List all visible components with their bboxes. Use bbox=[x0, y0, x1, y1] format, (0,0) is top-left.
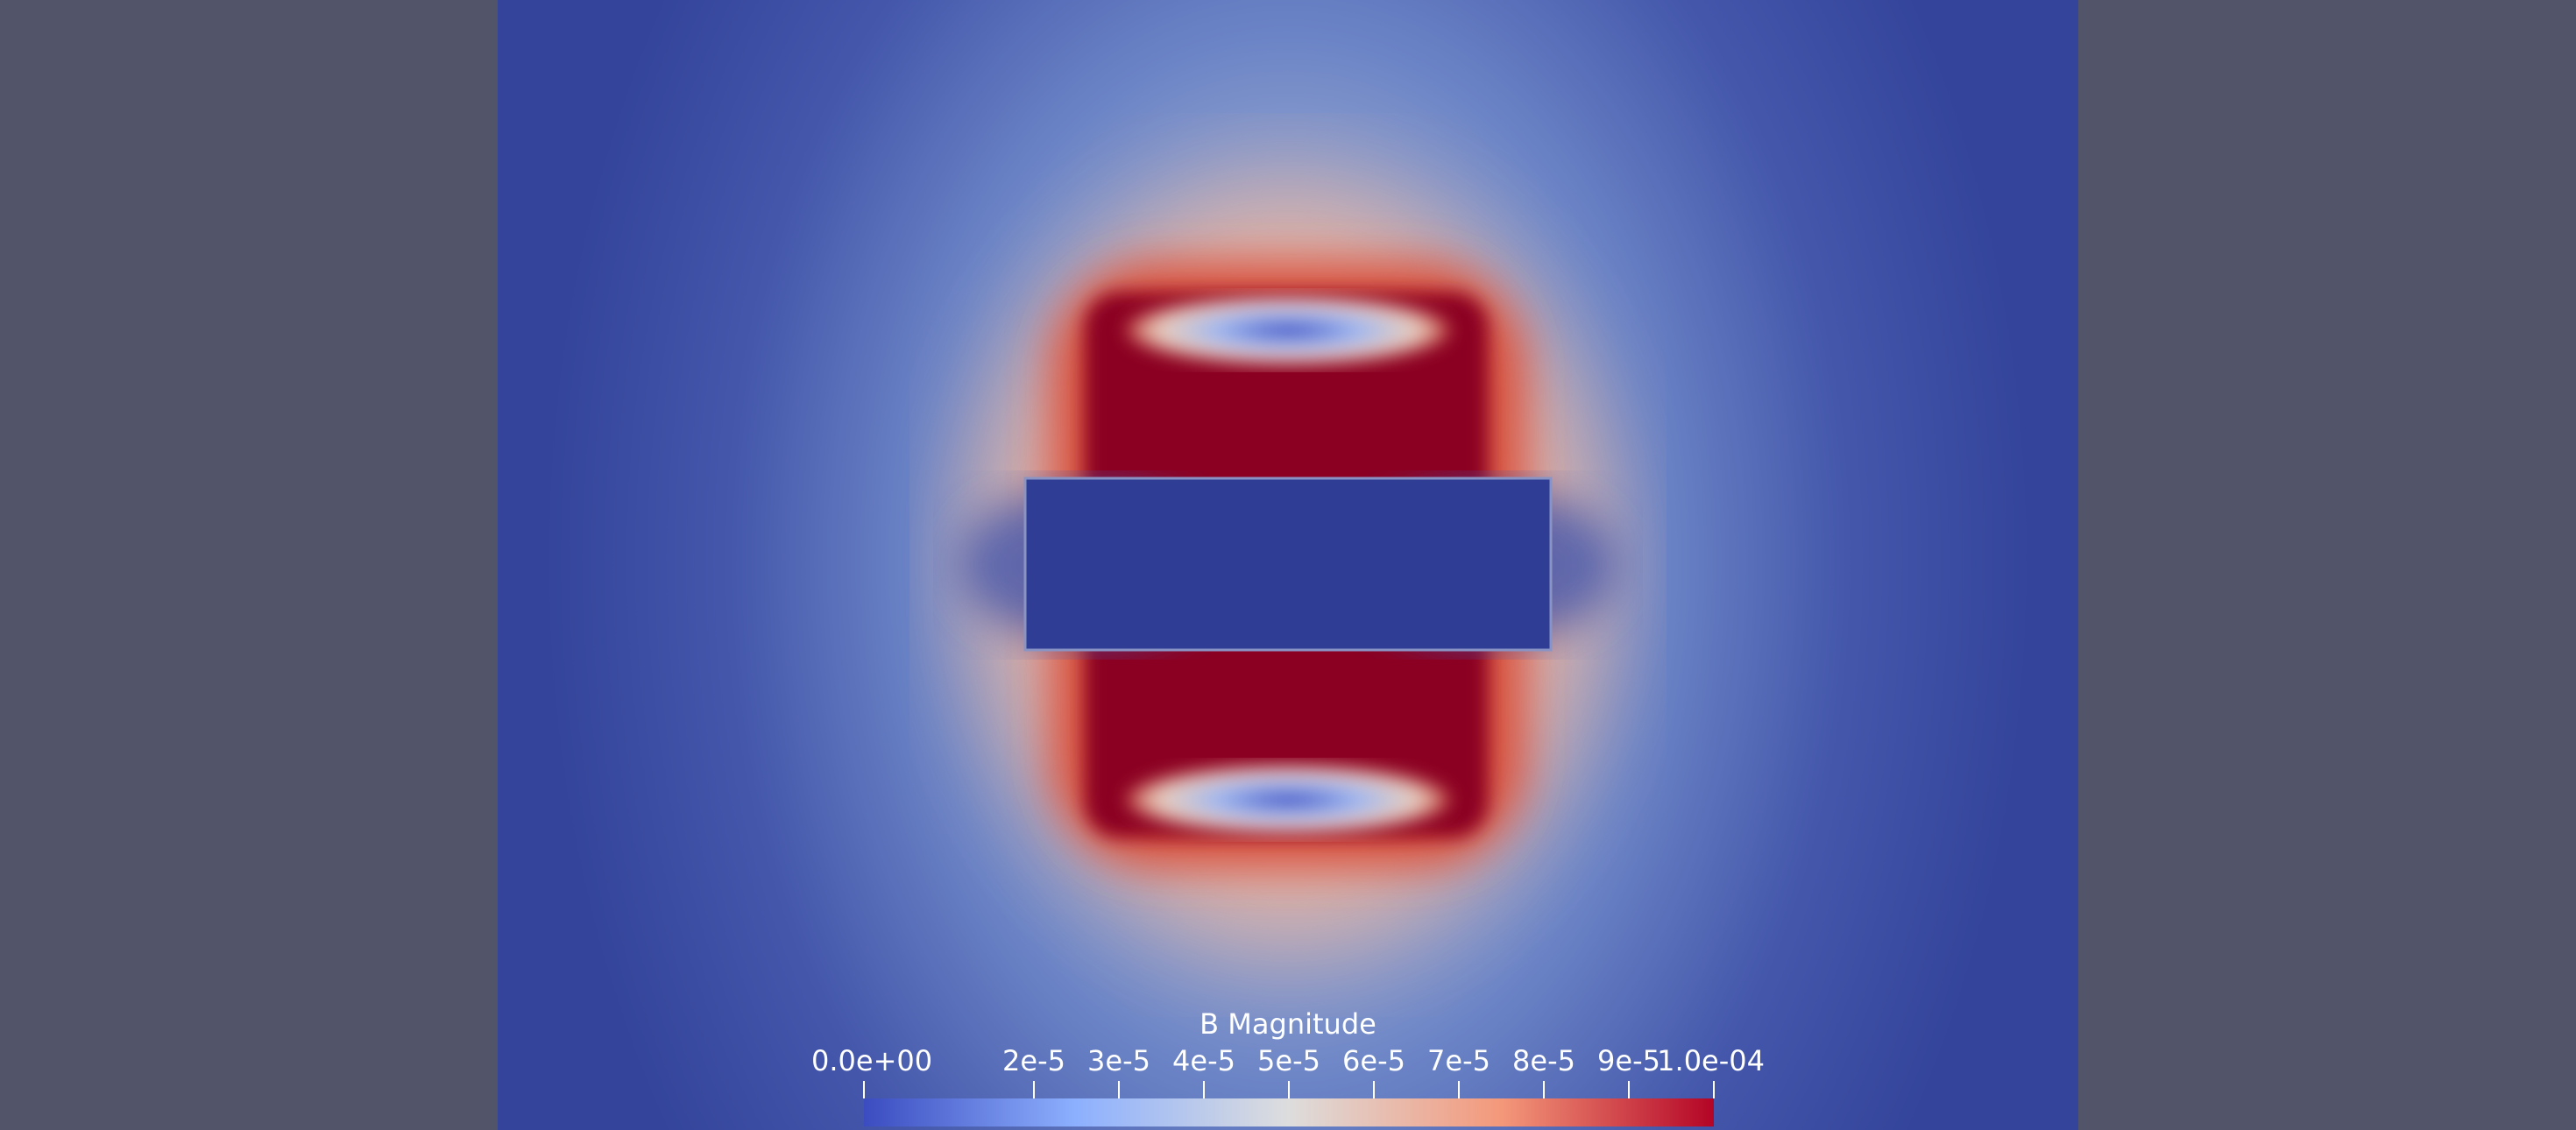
tick-label: 5e-5 bbox=[1257, 1044, 1320, 1077]
tick-label: 6e-5 bbox=[1342, 1044, 1405, 1077]
field-hole-top bbox=[1126, 295, 1450, 365]
magnet-block bbox=[1023, 477, 1553, 652]
tick-label: 8e-5 bbox=[1512, 1044, 1575, 1077]
field-hole-bottom bbox=[1126, 765, 1450, 835]
tick-label: 7e-5 bbox=[1427, 1044, 1490, 1077]
tick-label: 1.0e-04 bbox=[1657, 1044, 1765, 1077]
tick-label: 4e-5 bbox=[1172, 1044, 1235, 1077]
tick-label: 9e-5 bbox=[1597, 1044, 1660, 1077]
tick-label: 3e-5 bbox=[1087, 1044, 1150, 1077]
legend-title: B Magnitude bbox=[1200, 1007, 1376, 1041]
color-bar bbox=[864, 1098, 1714, 1126]
tick-label: 0.0e+00 bbox=[811, 1044, 932, 1077]
tick-label: 2e-5 bbox=[1002, 1044, 1065, 1077]
render-view bbox=[498, 0, 2078, 1130]
color-legend: B Magnitude 0.0e+00 2e-5 3e-5 4e-5 5e-5 6e-5 7… bbox=[811, 1007, 1765, 1126]
